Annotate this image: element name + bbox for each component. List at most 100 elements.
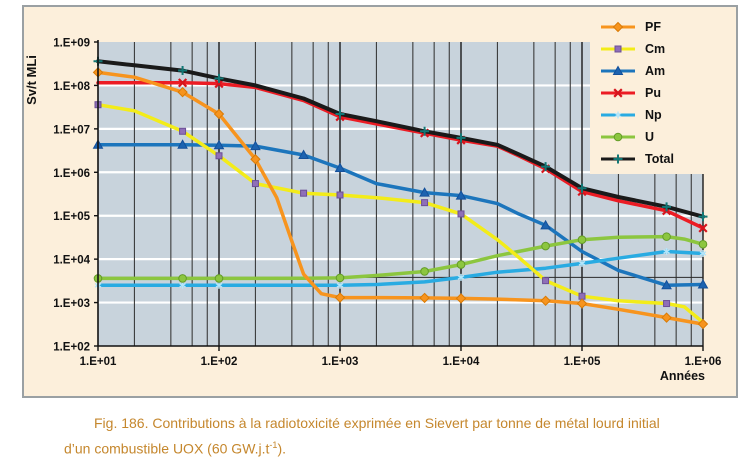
series-U-markers (93, 232, 708, 283)
circle-marker (577, 235, 587, 245)
asterisk-marker (614, 111, 622, 119)
caption-line-2-end: ). (277, 440, 286, 457)
x-tick-label: 1.E+05 (564, 356, 601, 368)
y-tick-label: 1.E+08 (53, 81, 90, 93)
square-marker (614, 45, 622, 53)
y-tick-label: 1.E+06 (53, 168, 90, 180)
asterisk-marker (336, 281, 344, 289)
legend-item-Np: Np (600, 105, 718, 125)
legend-item-Total: Total (600, 149, 718, 169)
caption-superscript: -1 (269, 440, 278, 450)
asterisk-marker (179, 281, 186, 289)
triangle-marker (455, 190, 467, 200)
legend-marker-Cm-icon (601, 45, 635, 53)
caption-line-2: d’un combustible UOX (60 GW.j.t-1). (64, 434, 714, 460)
legend-marker-Np-icon (601, 111, 635, 119)
square-marker (215, 152, 223, 160)
axes (94, 40, 704, 351)
circle-marker (698, 239, 708, 249)
triangle-marker (612, 65, 624, 75)
legend-marker-PF-icon (601, 21, 635, 33)
legend-item-U: U (600, 127, 718, 147)
series-Am-markers (92, 139, 709, 290)
legend-label-Np: Np (645, 107, 662, 122)
y-tick-label: 1.E+09 (53, 38, 90, 50)
triangle-marker (298, 149, 309, 160)
x-tick-label: 1.E+04 (443, 356, 480, 368)
series-line-U (96, 234, 705, 281)
chart-canvas: 1.E+09 1.E+08 1.E+07 1.E+06 1.E+05 1.E+04 1.E+… (24, 38, 721, 384)
circle-marker (178, 274, 187, 283)
square-marker (251, 180, 259, 188)
triangle-marker (213, 139, 225, 150)
diamond-marker (697, 318, 709, 330)
series-Np (94, 247, 707, 289)
caption-line-1: Fig. 186. Contributions à la radiotoxici… (94, 415, 660, 431)
y-tick-label: 1.E+03 (53, 298, 90, 310)
plus-marker (178, 66, 188, 76)
triangle-marker (334, 162, 346, 173)
plus-marker (698, 212, 708, 222)
x-marker (177, 78, 188, 88)
figure-caption: Fig. 186. Contributions à la radiotoxici… (64, 412, 714, 460)
plus-marker (214, 73, 224, 83)
diamond-marker (540, 295, 551, 306)
y-axis-title: Sv/t MLi (24, 55, 39, 105)
x-marker (214, 79, 224, 89)
series-line-Cm (96, 102, 705, 325)
caption-line-2-text: d’un combustible UOX (60 GW.j.t (64, 440, 270, 457)
tick-labels: 1.E+09 1.E+08 1.E+07 1.E+06 1.E+05 1.E+04 1.E+… (53, 38, 721, 369)
figure-panel: 1.E+09 1.E+08 1.E+07 1.E+06 1.E+05 1.E+04 1.E+… (22, 5, 738, 398)
y-tick-label: 1.E+02 (53, 342, 90, 354)
legend-marker-Pu-icon (601, 88, 635, 98)
square-marker (663, 300, 671, 308)
legend-item-Pu: Pu (600, 83, 718, 103)
circle-marker (541, 241, 550, 251)
plus-marker (335, 109, 345, 119)
series-PF (92, 67, 709, 330)
legend-marker-Am-icon (601, 65, 635, 75)
plus-marker (456, 133, 466, 143)
square-marker (300, 189, 308, 197)
square-marker (336, 191, 344, 199)
plus-marker (577, 183, 587, 193)
x-axis-title: Années (660, 369, 705, 383)
square-marker (421, 199, 429, 207)
legend-label-PF: PF (645, 19, 661, 34)
legend-label-Am: Am (645, 63, 666, 78)
legend-label-U: U (645, 129, 655, 144)
legend-marker-U-icon (601, 132, 635, 142)
diamond-marker (455, 293, 467, 304)
x-tick-label: 1.E+03 (322, 356, 359, 368)
diamond-marker (576, 298, 588, 309)
diamond-marker (419, 292, 430, 304)
square-marker (179, 127, 187, 135)
plus-marker (613, 154, 623, 164)
asterisk-marker (578, 259, 586, 267)
triangle-marker (661, 279, 672, 290)
diamond-marker (661, 312, 672, 323)
y-tick-label: 1.E+04 (53, 255, 90, 267)
diamond-marker (250, 154, 261, 165)
square-marker (578, 292, 586, 300)
asterisk-marker (699, 249, 707, 257)
triangle-marker (697, 279, 709, 289)
circle-marker (335, 273, 345, 283)
series-U (93, 232, 708, 283)
legend-label-Pu: Pu (645, 85, 661, 100)
legend-label-Total: Total (645, 151, 674, 166)
circle-marker (214, 274, 224, 283)
legend-item-PF: PF (600, 17, 718, 37)
triangle-marker (419, 187, 430, 197)
legend-item-Am: Am (600, 61, 718, 81)
diamond-marker (612, 21, 624, 33)
diamond-marker (177, 86, 188, 98)
legend-item-Cm: Cm (600, 39, 718, 59)
plus-marker (541, 162, 551, 172)
x-tick-label: 1.E+01 (80, 356, 117, 368)
circle-marker (613, 132, 623, 142)
circle-marker (662, 232, 671, 241)
legend-label-Cm: Cm (645, 41, 666, 56)
square-marker (542, 277, 550, 285)
asterisk-marker (215, 281, 223, 289)
